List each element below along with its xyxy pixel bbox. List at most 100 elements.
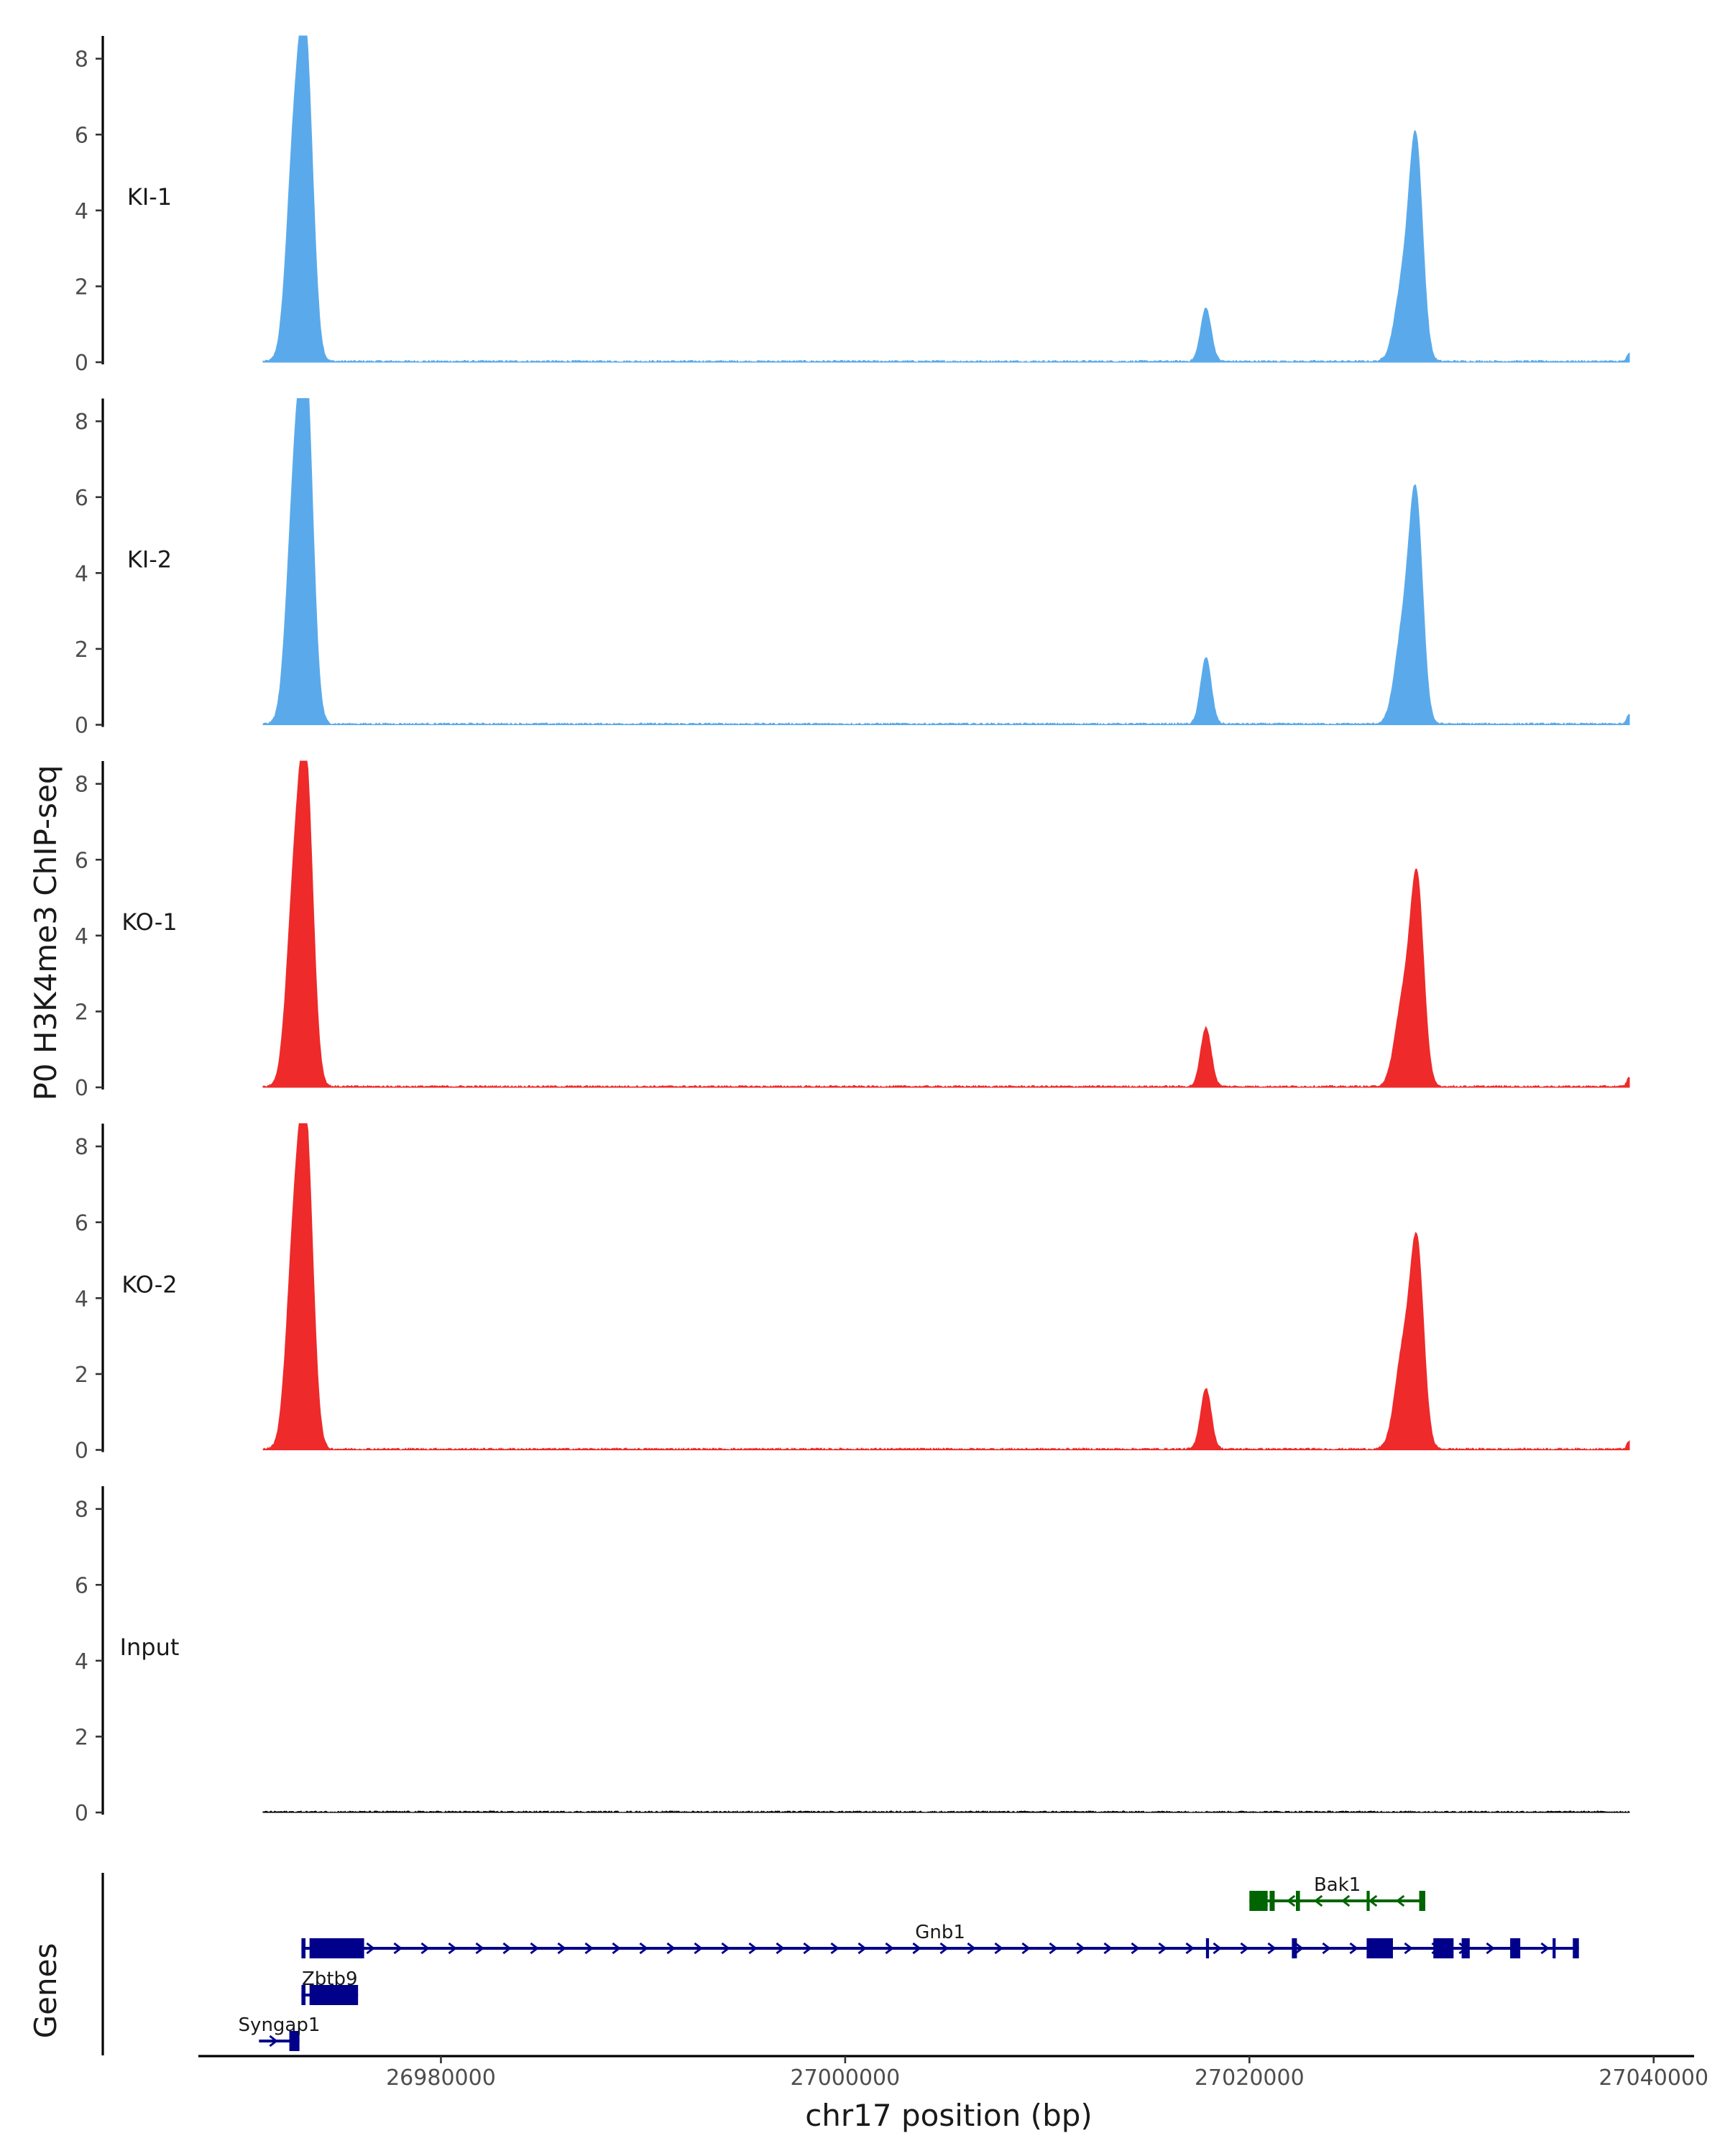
y-tick-label: 4 bbox=[75, 561, 88, 586]
gene-exon bbox=[1249, 1891, 1268, 1911]
strand-chevron bbox=[1267, 1942, 1276, 1955]
strand-chevron bbox=[366, 1942, 375, 1955]
strand-chevron bbox=[448, 1942, 457, 1955]
gene-label: Bak1 bbox=[1314, 1874, 1361, 1896]
strand-chevron bbox=[1404, 1942, 1413, 1955]
y-tick-label: 0 bbox=[75, 1439, 88, 1464]
strand-chevron bbox=[269, 2035, 278, 2047]
strand-chevron bbox=[557, 1942, 566, 1955]
x-axis-title: chr17 position (bp) bbox=[805, 2098, 1092, 2133]
strand-chevron bbox=[803, 1942, 812, 1955]
x-tick-label: 27040000 bbox=[1598, 2065, 1708, 2091]
strand-chevron bbox=[1340, 1894, 1351, 1907]
gene-exon bbox=[1419, 1891, 1425, 1911]
y-tick-label: 2 bbox=[75, 1000, 88, 1025]
y-tick-label: 2 bbox=[75, 275, 88, 300]
y-tick-label: 2 bbox=[75, 637, 88, 663]
strand-chevron bbox=[612, 1942, 621, 1955]
strand-chevron bbox=[1368, 1894, 1378, 1907]
strand-chevron bbox=[1213, 1942, 1222, 1955]
y-tick-label: 6 bbox=[75, 486, 88, 511]
strand-chevron bbox=[420, 1942, 430, 1955]
strand-chevron bbox=[475, 1942, 484, 1955]
gene-exon bbox=[1296, 1891, 1300, 1911]
signal-area bbox=[262, 1810, 1630, 1813]
gene-label: Syngap1 bbox=[239, 2014, 321, 2036]
y-tick-label: 4 bbox=[75, 924, 88, 949]
x-tick-label: 26980000 bbox=[386, 2065, 496, 2091]
signal-area bbox=[262, 1123, 1630, 1451]
strand-chevron bbox=[1540, 1942, 1550, 1955]
strand-chevron bbox=[1294, 1942, 1304, 1955]
y-tick-label: 0 bbox=[75, 351, 88, 376]
gene-exon bbox=[1366, 1938, 1393, 1958]
strand-chevron bbox=[1076, 1942, 1085, 1955]
gene-exon bbox=[309, 1985, 359, 2005]
y-tick-label: 6 bbox=[75, 848, 88, 873]
track-label: KI-2 bbox=[127, 546, 172, 573]
chip-seq-tracks: 0 2 4 6 8 KI-1 0 2 4 6 8 KI-2 0 2 4 6 8 KO-1 0 2 4 6 8 KO-2 0 2 4 6… bbox=[75, 35, 1630, 1826]
gene-exon bbox=[1433, 1938, 1454, 1958]
strand-chevron bbox=[393, 1942, 402, 1955]
strand-chevron bbox=[994, 1942, 1003, 1955]
x-tick-label: 27020000 bbox=[1195, 2065, 1305, 2091]
strand-chevron bbox=[1240, 1942, 1249, 1955]
strand-chevron bbox=[857, 1942, 867, 1955]
track-ko-1: 0 2 4 6 8 KO-1 bbox=[75, 760, 1630, 1101]
y-tick-label: 8 bbox=[75, 410, 88, 435]
strand-chevron bbox=[1486, 1942, 1495, 1955]
y-tick-label: 2 bbox=[75, 1363, 88, 1388]
y-tick-label: 6 bbox=[75, 123, 88, 148]
gene-track: Bak1 Gnb1 Zbtb9 Syngap1 bbox=[101, 1873, 1579, 2055]
y-tick-label: 2 bbox=[75, 1725, 88, 1750]
y-tick-label: 8 bbox=[75, 773, 88, 798]
strand-chevron bbox=[1103, 1942, 1113, 1955]
y-tick-label: 0 bbox=[75, 1801, 88, 1826]
gene-exon bbox=[1366, 1891, 1370, 1911]
strand-chevron bbox=[694, 1942, 703, 1955]
y-tick-label: 8 bbox=[75, 47, 88, 73]
strand-chevron bbox=[748, 1942, 758, 1955]
strand-chevron bbox=[639, 1942, 648, 1955]
track-label: KO-2 bbox=[121, 1271, 177, 1299]
genes-axis-title: Genes bbox=[28, 1943, 63, 2039]
y-tick-label: 8 bbox=[75, 1135, 88, 1160]
gene-label: Zbtb9 bbox=[302, 1968, 358, 1990]
y-tick-label: 4 bbox=[75, 199, 88, 224]
gene-zbtb9: Zbtb9 bbox=[301, 1968, 359, 2005]
strand-chevron bbox=[1158, 1942, 1167, 1955]
strand-chevron bbox=[912, 1942, 921, 1955]
strand-chevron bbox=[530, 1942, 539, 1955]
strand-chevron bbox=[1185, 1942, 1195, 1955]
y-tick-label: 6 bbox=[75, 1573, 88, 1598]
y-tick-label: 0 bbox=[75, 1076, 88, 1101]
signal-area bbox=[262, 760, 1630, 1088]
strand-chevron bbox=[1049, 1942, 1058, 1955]
gene-bak1: Bak1 bbox=[1249, 1874, 1425, 1911]
gene-exon bbox=[301, 1985, 306, 2005]
gene-label: Gnb1 bbox=[915, 1922, 965, 1943]
signal-area bbox=[262, 35, 1630, 364]
track-input: 0 2 4 6 8 Input bbox=[75, 1486, 1630, 1826]
track-ki-2: 0 2 4 6 8 KI-2 bbox=[75, 398, 1630, 739]
strand-chevron bbox=[967, 1942, 976, 1955]
gene-exon bbox=[1205, 1938, 1210, 1958]
track-label: Input bbox=[120, 1634, 180, 1661]
strand-chevron bbox=[1349, 1942, 1358, 1955]
track-ki-1: 0 2 4 6 8 KI-1 bbox=[75, 35, 1630, 376]
gene-exon bbox=[1552, 1938, 1556, 1958]
strand-chevron bbox=[1395, 1894, 1405, 1907]
y-tick-label: 4 bbox=[75, 1649, 88, 1674]
gene-exon bbox=[301, 1938, 306, 1958]
strand-chevron bbox=[1313, 1894, 1323, 1907]
track-label: KO-1 bbox=[121, 908, 177, 936]
strand-chevron bbox=[885, 1942, 894, 1955]
gene-gnb1: Gnb1 bbox=[301, 1922, 1579, 1958]
strand-chevron bbox=[1322, 1942, 1331, 1955]
x-tick-label: 27000000 bbox=[791, 2065, 901, 2091]
strand-chevron bbox=[721, 1942, 730, 1955]
strand-chevron bbox=[830, 1942, 840, 1955]
y-tick-label: 4 bbox=[75, 1286, 88, 1312]
